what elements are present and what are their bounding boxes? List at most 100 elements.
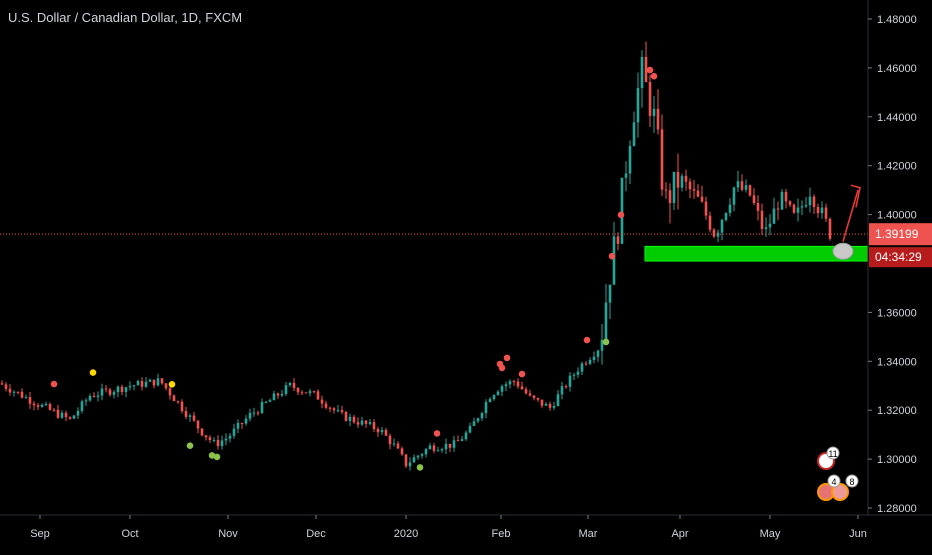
y-tick-label: 1.48000 [877,14,917,26]
candle-body [648,81,652,116]
candle-body [652,108,656,116]
candle-body [576,371,580,375]
signal-dot-sell [650,72,658,80]
price-label: 1.39199 [875,227,919,241]
countdown-label: 04:34:29 [875,250,922,264]
candle-body [92,395,96,397]
candle-body [340,410,344,412]
candle-body [128,386,132,388]
countdown-box [869,247,932,268]
candle-body [412,457,416,463]
y-tick-label: 1.42000 [877,161,917,173]
signal-dot-sell [608,252,616,260]
candle-body [772,208,776,224]
candle-body [228,435,232,439]
candle-body [500,386,504,392]
candle-body [428,445,432,450]
candle-body [352,416,356,423]
candle-body [276,393,280,396]
candle-body [604,302,608,340]
candle-body [52,409,56,411]
candle-body [284,385,288,394]
candle-body [684,175,688,182]
candle-body [104,388,108,390]
y-tick-label: 1.44000 [877,112,917,124]
flag-badge-count-2: 8 [849,477,854,487]
candle-body [792,204,796,213]
candle-body [324,403,328,408]
candle-body [800,206,804,208]
candle-body [204,435,208,438]
signal-dot-sell [617,211,625,219]
candle-body [704,201,708,216]
x-tick-label: Mar [579,528,598,540]
x-tick-label: Nov [218,528,238,540]
projection-arrow-head [850,184,861,208]
candle-body [192,415,196,421]
candle-body [532,395,536,398]
candle-body [400,448,404,455]
candle-body [528,393,532,396]
signal-dot-buy [602,338,610,346]
candle-body [164,383,168,389]
candle-body [312,391,316,393]
candle-body [148,379,152,382]
candle-body [144,381,148,387]
flag-badge-ca [831,483,849,501]
candle-body [288,382,292,386]
signal-dot-neutral [168,380,176,388]
candle-body [48,404,52,410]
candle-body [264,401,268,403]
candle-body [820,207,824,214]
candle-body [580,363,584,372]
candle-body [572,374,576,376]
x-tick-label: Sep [30,528,50,540]
candle-body [28,397,32,404]
candle-body [68,417,72,419]
candle-body [380,429,384,433]
candle-body [208,437,212,441]
candle-body [608,284,612,303]
y-tick-label: 1.40000 [877,210,917,222]
candle-body [44,404,48,406]
candle-body [116,386,120,393]
candle-body [680,175,684,188]
candle-body [200,428,204,436]
candle-body [360,420,364,425]
candle-body [768,223,772,228]
candle-body [8,388,12,393]
candle-body [588,359,592,364]
signal-dot-sell [503,354,511,362]
signal-dot-buy [186,442,194,449]
y-tick-label: 1.28000 [877,503,917,515]
candle-body [760,210,764,229]
candle-body [824,207,828,219]
candle-body [812,196,816,208]
candle-body [564,386,568,388]
candle-body [736,181,740,188]
candle-body [464,432,468,440]
candle-body [600,339,604,351]
x-tick-label: Jun [849,528,867,540]
candle-body [4,384,8,389]
candle-body [628,145,632,174]
candle-body [176,401,180,403]
candle-body [520,386,524,390]
signal-dot-buy [416,464,424,471]
candle-body [656,108,660,130]
candle-body [756,203,760,211]
touch-ellipse [832,242,854,260]
candle-body [744,185,748,190]
candle-body [732,187,736,205]
candle-body [376,428,380,433]
candle-body [180,401,184,412]
candle-body [660,129,664,190]
signal-dot-sell [50,380,58,388]
candle-body [700,196,704,202]
candle-body [356,422,360,425]
y-tick-label: 1.30000 [877,454,917,466]
signal-dot-sell [646,66,654,74]
signal-dot-buy [208,452,216,459]
